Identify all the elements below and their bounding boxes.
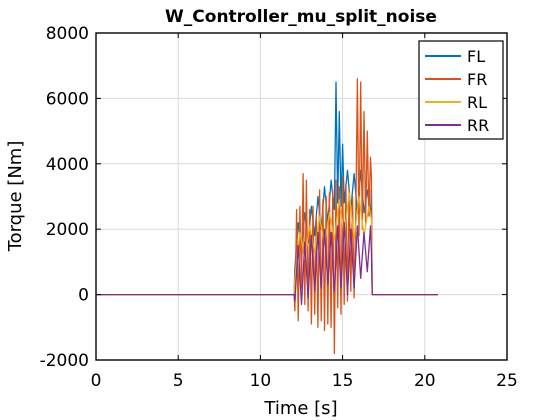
y-tick-label-3: 4000 (46, 155, 89, 175)
y-tick-label-5: 8000 (46, 24, 89, 44)
series-line-rl (96, 192, 438, 296)
legend-label-rl: RL (467, 93, 487, 112)
x-tick-label-3: 15 (332, 371, 354, 391)
legend-label-rr: RR (467, 116, 489, 135)
y-axis-ticks: -2000 0 2000 4000 6000 8000 (40, 24, 507, 371)
legend-box (418, 40, 504, 140)
y-tick-label-2: 2000 (46, 220, 89, 240)
y-axis-label: Torque [Nm] (5, 141, 26, 253)
x-axis-ticks: 0 5 10 15 20 25 (91, 33, 518, 391)
plot-frame (95, 32, 508, 361)
chart-title: W_Controller_mu_split_noise (165, 7, 437, 27)
y-tick-label-4: 6000 (46, 89, 89, 109)
legend-label-fr: FR (467, 70, 487, 89)
series-lines (96, 78, 438, 355)
x-axis-label: Time [s] (263, 398, 337, 419)
legend-label-fl: FL (467, 47, 485, 66)
x-tick-label-2: 10 (250, 371, 272, 391)
x-tick-label-4: 20 (414, 371, 436, 391)
series-line-rr (96, 222, 438, 306)
y-tick-label-1: 0 (78, 286, 89, 306)
x-tick-label-5: 25 (496, 371, 518, 391)
legend: FL FR RL RR (418, 40, 504, 140)
x-tick-label-0: 0 (91, 371, 102, 391)
y-tick-label-0: -2000 (40, 351, 89, 371)
x-tick-label-1: 5 (173, 371, 184, 391)
